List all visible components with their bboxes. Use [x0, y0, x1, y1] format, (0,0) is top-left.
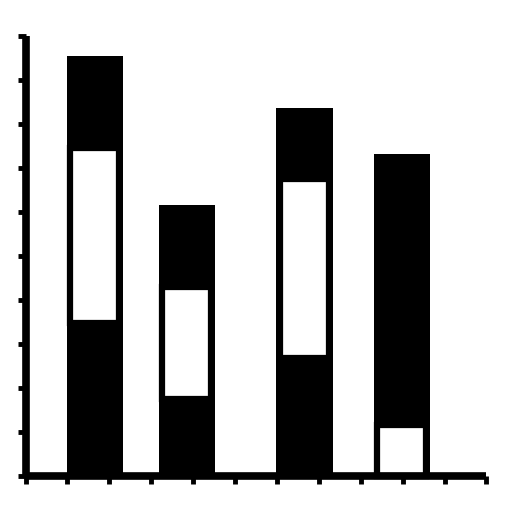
Bar	[377, 425, 426, 476]
Bar	[374, 154, 430, 476]
Bar	[162, 287, 211, 399]
Bar	[276, 108, 333, 476]
Bar	[280, 179, 329, 358]
Bar	[159, 205, 215, 476]
Bar	[67, 56, 123, 476]
Bar	[70, 148, 119, 323]
